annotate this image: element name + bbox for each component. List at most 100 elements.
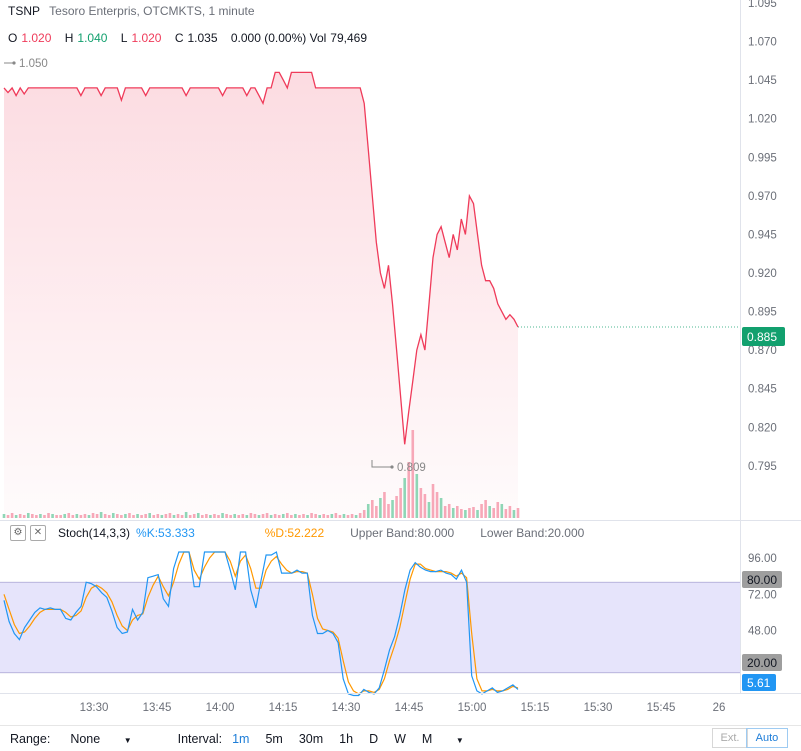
volume-bar <box>415 474 419 518</box>
volume-bar <box>306 515 309 518</box>
interval-1h[interactable]: 1h <box>339 731 354 746</box>
volume-bar <box>387 504 390 518</box>
stoch-d-line <box>3 551 519 695</box>
time-tick-label: 15:15 <box>521 702 550 714</box>
volume-bar <box>176 514 180 518</box>
caret-down-icon: ▼ <box>455 735 464 745</box>
stoch-current-value: 5.61 <box>747 676 771 690</box>
stoch-axis[interactable]: 96.00 72.00 48.00 <box>748 553 777 637</box>
symbol-label[interactable]: TSNP <box>8 4 41 18</box>
close-icon[interactable]: ✕ <box>30 525 46 541</box>
high-marker-label: 1.050 <box>19 58 48 70</box>
volume-bar <box>35 515 38 518</box>
interval-m-dropdown[interactable]: M ▼ <box>422 732 480 746</box>
interval-30m[interactable]: 30m <box>298 731 324 746</box>
volume-bar <box>209 515 212 518</box>
price-axis[interactable]: 1.095 1.070 1.045 1.020 0.995 0.970 0.945 0.920… <box>748 0 777 473</box>
price-line <box>3 71 519 445</box>
interval-5m[interactable]: 5m <box>265 731 283 746</box>
volume-bar <box>310 513 313 518</box>
volume-value: 79,469 <box>330 31 367 45</box>
volume-bar <box>95 514 99 518</box>
volume-bar <box>472 507 475 518</box>
volume-bar <box>290 515 293 518</box>
time-axis[interactable]: 13:30 13:45 14:00 14:15 14:30 14:45 15:00 15:15… <box>80 702 726 714</box>
volume-bar <box>464 510 467 518</box>
volume-bar <box>322 514 326 518</box>
volume-bar <box>338 515 342 518</box>
auto-scale-button[interactable]: Auto <box>746 728 788 748</box>
volume-bar <box>439 498 443 518</box>
volume-bar <box>273 514 277 518</box>
caret-down-icon: ▼ <box>123 735 132 745</box>
volume-bar <box>205 514 208 518</box>
settings-icon[interactable]: ⚙ <box>10 525 26 541</box>
volume-bar <box>140 515 143 518</box>
time-tick-label: 14:30 <box>332 702 361 714</box>
stoch-tick-label: 48.00 <box>748 626 777 638</box>
volume-bar <box>346 515 350 518</box>
time-tick-label: 14:15 <box>269 702 298 714</box>
volume-bar <box>269 515 273 518</box>
range-dropdown[interactable]: None ▼ <box>70 732 147 746</box>
volume-bar <box>31 514 34 518</box>
stoch-current-badge: 5.61 <box>742 674 776 691</box>
volume-bar <box>492 508 496 518</box>
volume-bar <box>403 478 406 518</box>
stoch-tick-label: 72.00 <box>748 589 777 601</box>
volume-bar <box>107 515 111 518</box>
price-tick-label: 0.820 <box>748 422 777 434</box>
time-tick-label: 13:45 <box>143 702 172 714</box>
last-price-value: 0.885 <box>747 330 777 344</box>
volume-bar <box>63 514 67 518</box>
volume-bar <box>407 462 411 518</box>
ohlc-readout: O 1.020 H 1.040 L 1.020 C 1.035 0.000 (0.00%… <box>8 31 377 45</box>
volume-bar <box>59 515 62 518</box>
volume-label: Vol <box>309 31 327 45</box>
volume-bar <box>302 514 305 518</box>
volume-bar <box>43 515 46 518</box>
volume-bar <box>391 500 394 518</box>
time-tick-label: 15:00 <box>458 702 487 714</box>
volume-bar <box>484 500 487 518</box>
price-area-fill <box>4 72 518 519</box>
volume-bar <box>455 506 459 518</box>
volume-bar <box>148 513 152 518</box>
volume-bar <box>22 515 26 518</box>
volume-bar <box>496 502 500 518</box>
volume-bar <box>83 514 87 518</box>
volume-bar <box>488 506 491 518</box>
price-tick-label: 0.795 <box>748 461 777 473</box>
interval-d[interactable]: D <box>369 731 379 746</box>
volume-bar <box>504 509 508 518</box>
volume-bar <box>476 510 479 518</box>
volume-bar <box>447 504 451 518</box>
low-label: L <box>120 31 128 45</box>
interval-w[interactable]: W <box>394 731 406 746</box>
volume-bar <box>116 514 119 518</box>
volume-bar <box>261 514 265 518</box>
volume-bar <box>281 514 285 518</box>
stoch-d-label: %D:52.222 <box>264 526 325 540</box>
price-tick-label: 0.995 <box>748 152 777 164</box>
low-marker-label: 0.809 <box>397 462 426 474</box>
stoch-lower-value: 20.00 <box>747 656 777 670</box>
volume-bar <box>395 496 398 518</box>
volume-bar <box>87 515 91 518</box>
volume-bar <box>201 515 204 518</box>
extended-hours-button[interactable]: Ext. <box>712 728 748 748</box>
volume-bar <box>375 506 378 518</box>
volume-bar <box>55 515 58 518</box>
volume-bar <box>516 508 520 518</box>
time-tick-label: 15:30 <box>584 702 613 714</box>
interval-1m[interactable]: 1m <box>232 731 250 746</box>
volume-bar <box>18 514 22 518</box>
volume-bar <box>330 514 334 518</box>
time-tick-label: 13:30 <box>80 702 109 714</box>
volume-bar <box>379 498 382 518</box>
volume-bar <box>2 514 6 518</box>
time-tick-label: 14:00 <box>206 702 235 714</box>
volume-bar <box>111 513 115 518</box>
change-value: 0.000 (0.00%) <box>230 31 307 45</box>
